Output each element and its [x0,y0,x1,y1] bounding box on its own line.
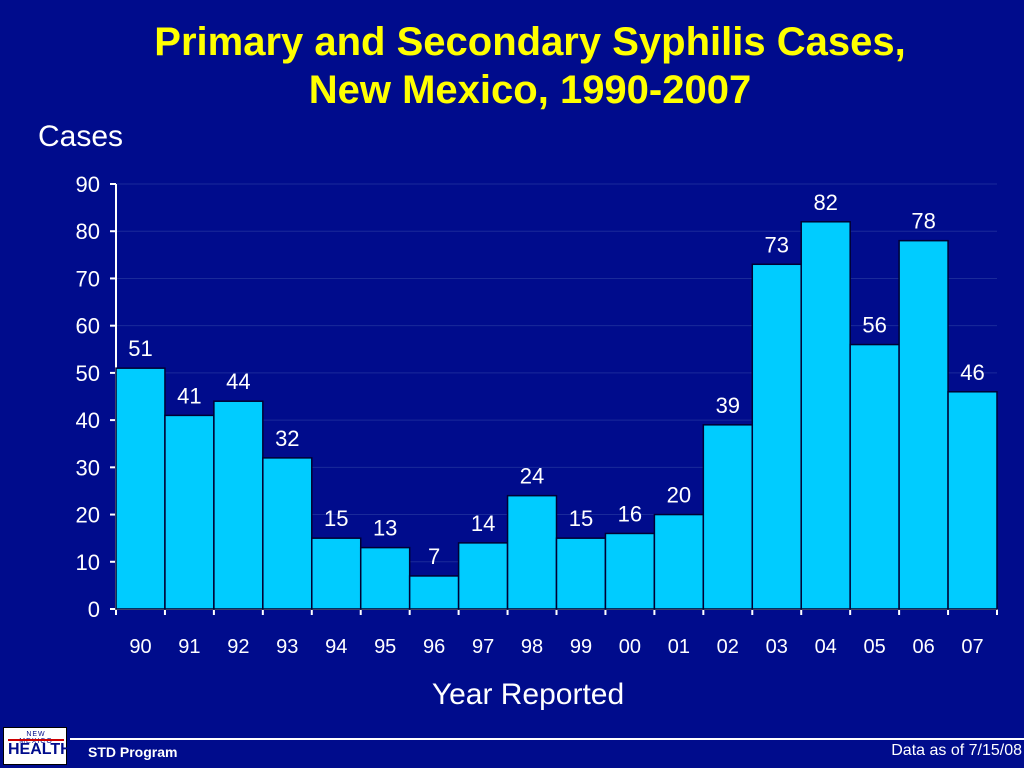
data-label-92: 44 [226,369,250,394]
bar-95 [359,546,411,610]
bar-92 [213,400,264,610]
data-label-02: 39 [716,393,740,418]
y-tick-label: 60 [76,314,100,339]
x-tick-label-96: 96 [423,636,445,658]
x-tick-label-04: 04 [815,636,837,658]
y-tick-label: 0 [88,597,100,622]
data-label-06: 78 [911,209,935,234]
data-label-03: 73 [765,232,789,257]
x-tick-label-07: 07 [961,636,983,658]
footer-data-note: Data as of 7/15/08 [891,742,1022,759]
x-tick-label-05: 05 [864,636,886,658]
data-label-93: 32 [275,426,299,451]
x-tick-label-91: 91 [178,636,200,658]
bar-05 [849,343,900,610]
data-label-91: 41 [177,383,201,408]
chart-labels: 0102030405060708090519041914492329315941… [76,172,985,658]
bar-03 [751,263,802,610]
x-tick-label-06: 06 [912,636,934,658]
x-tick-label-92: 92 [227,636,249,658]
x-axis-label: Year Reported [431,678,625,711]
bar-99 [555,537,607,610]
data-label-04: 82 [813,190,837,215]
bar-91 [164,414,215,610]
bar-04 [800,221,851,610]
data-label-00: 16 [618,501,642,526]
logo-top-text: NEW MEXICO [19,731,53,745]
data-label-95: 13 [373,516,397,541]
x-tick-label-97: 97 [472,636,494,658]
data-label-96: 7 [428,544,440,569]
x-tick-label-95: 95 [374,636,396,658]
bar-93 [262,457,313,610]
bar-01 [653,513,705,610]
bar-97 [457,542,509,610]
x-tick-label-02: 02 [717,636,739,658]
data-label-07: 46 [960,360,984,385]
x-tick-label-03: 03 [766,636,788,658]
x-tick-label-94: 94 [325,636,347,658]
chart-bars [115,221,998,610]
y-tick-label: 30 [76,455,100,480]
nm-health-logo: NEW MEXICO HEALTH [3,727,72,765]
bar-94 [311,537,362,610]
y-tick-label: 20 [76,503,100,528]
footer-program: STD Program [88,744,178,760]
x-tick-label-00: 00 [619,636,641,658]
y-tick-label: 80 [76,219,100,244]
chart-title: Primary and Secondary Syphilis Cases, Ne… [0,18,1024,114]
y-tick-label: 10 [76,550,100,575]
y-tick-label: 40 [76,408,100,433]
chart-title-line-2: New Mexico, 1990-2007 [308,68,752,112]
data-label-01: 20 [667,483,691,508]
x-tick-label-99: 99 [570,636,592,658]
bar-02 [702,424,754,610]
footer-divider [70,738,1024,740]
y-tick-label: 90 [76,172,100,197]
logo-bottom-text: HEALTH [8,741,72,758]
chart-title-line-1: Primary and Secondary Syphilis Cases, [154,20,906,64]
y-tick-label: 50 [76,361,100,386]
bar-90 [115,367,166,610]
logo-stripe [8,739,64,741]
x-tick-label-90: 90 [129,636,151,658]
x-tick-label-98: 98 [521,636,543,658]
x-tick-label-93: 93 [276,636,298,658]
data-label-97: 14 [471,511,495,536]
bar-96 [408,575,460,610]
x-tick-label-01: 01 [668,636,690,658]
data-label-99: 15 [569,506,593,531]
data-label-98: 24 [520,464,544,489]
bar-07 [947,391,998,610]
bar-06 [898,239,949,610]
bar-98 [506,494,558,610]
y-tick-label: 70 [76,266,100,291]
data-label-94: 15 [324,506,348,531]
data-label-05: 56 [862,313,886,338]
data-label-90: 51 [128,336,152,361]
y-axis-label: Cases [38,120,124,153]
bar-00 [604,532,656,610]
